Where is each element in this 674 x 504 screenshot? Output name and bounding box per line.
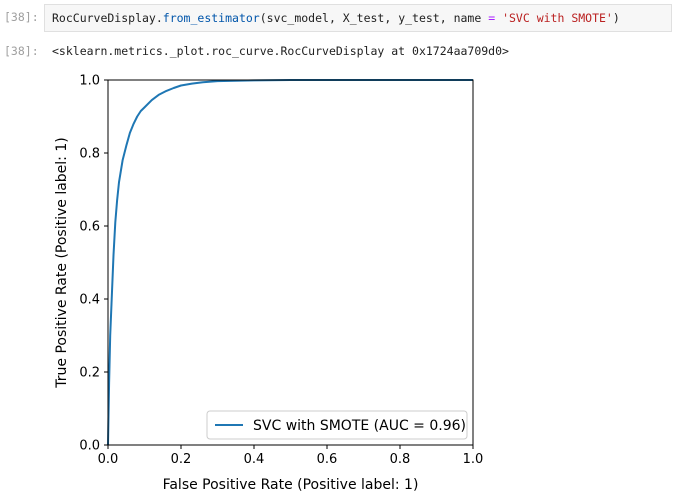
x-tick-label: 0.2 — [171, 452, 192, 467]
code-token: = — [488, 11, 496, 25]
input-prompt: [38]: — [4, 10, 39, 24]
code-token: from_estimator — [162, 11, 260, 25]
legend-label: SVC with SMOTE (AUC = 0.96) — [253, 418, 466, 434]
code-token: RocCurveDisplay. — [52, 11, 163, 25]
y-tick-label: 0.2 — [79, 366, 100, 381]
x-tick-label: 0.8 — [390, 452, 411, 467]
y-tick-label: 0.6 — [79, 220, 100, 235]
code-token: ) — [612, 11, 620, 25]
y-tick-label: 0.0 — [79, 439, 100, 454]
x-tick-label: 1.0 — [463, 452, 484, 467]
output-repr-text: <sklearn.metrics._plot.roc_curve.RocCurv… — [52, 44, 509, 58]
y-tick-label: 1.0 — [79, 74, 100, 89]
y-tick-label: 0.8 — [79, 147, 100, 162]
plot-frame — [107, 79, 474, 446]
output-prompt: [38]: — [4, 44, 39, 58]
legend-box — [206, 410, 468, 440]
y-axis-label: True Positive Rate (Positive label: 1) — [54, 137, 70, 388]
code-line: RocCurveDisplay.from_estimator(svc_model… — [52, 11, 620, 25]
y-tick-label: 0.4 — [79, 293, 100, 308]
x-tick-label: 0.0 — [98, 452, 119, 467]
code-token: 'SVC with SMOTE' — [502, 11, 613, 25]
code-input-cell[interactable]: RocCurveDisplay.from_estimator(svc_model… — [44, 4, 672, 32]
roc-curve-line — [107, 79, 473, 446]
x-tick-label: 0.4 — [244, 452, 265, 467]
x-axis-label: False Positive Rate (Positive label: 1) — [163, 477, 419, 493]
code-token: (svc_model, X_test, y_test, name — [259, 11, 489, 25]
x-tick-label: 0.6 — [317, 452, 338, 467]
